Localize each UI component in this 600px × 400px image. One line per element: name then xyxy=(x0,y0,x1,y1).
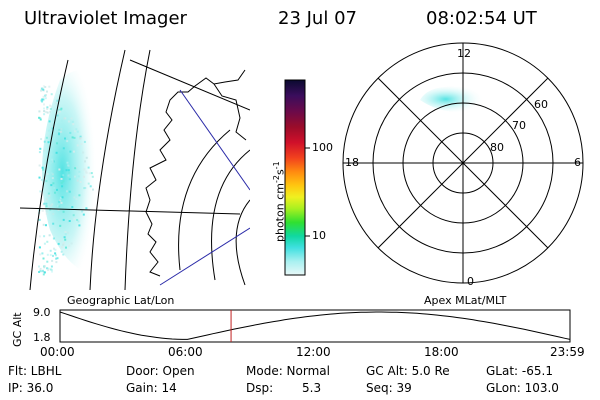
alt-ytick-high: 9.0 xyxy=(33,306,51,319)
colorbar xyxy=(284,79,310,276)
time-label: 08:02:54 UT xyxy=(426,8,537,29)
mlt-label-18: 18 xyxy=(345,156,359,169)
info-dsp-label: Dsp: xyxy=(246,381,274,395)
info-glat: GLat: -65.1 xyxy=(486,364,553,378)
info-gain: Gain: 14 xyxy=(126,381,177,395)
polar-plot xyxy=(342,42,584,284)
info-gc-alt: GC Alt: 5.0 Re xyxy=(366,364,450,378)
aurora-emission-left xyxy=(42,68,100,275)
colorbar-label: photon cm-2s-1 xyxy=(272,161,287,242)
lat-label-70: 70 xyxy=(512,119,526,132)
geographic-map xyxy=(20,49,250,290)
colorbar-tick-10: 10 xyxy=(312,229,326,242)
info-seq: Seq: 39 xyxy=(366,381,412,395)
mlt-label-6: 6 xyxy=(574,156,581,169)
info-dsp-value: 5.3 xyxy=(302,381,322,395)
lat-label-60: 60 xyxy=(534,98,548,111)
alt-xtick-1800: 18:00 xyxy=(424,345,459,359)
app-title: Ultraviolet Imager xyxy=(24,8,187,29)
alt-xtick-0600: 06:00 xyxy=(168,345,203,359)
info-glon: GLon: 103.0 xyxy=(486,381,559,395)
info-mode: Mode: Normal xyxy=(246,364,330,378)
alt-xtick-1200: 12:00 xyxy=(296,345,331,359)
left-panel-label: Geographic Lat/Lon xyxy=(67,294,175,307)
altitude-curve xyxy=(59,311,571,340)
lat-label-80: 80 xyxy=(490,141,504,154)
date-label: 23 Jul 07 xyxy=(278,8,357,29)
info-door: Door: Open xyxy=(126,364,195,378)
alt-xtick-2359: 23:59 xyxy=(550,345,585,359)
info-flt: Flt: LBHL xyxy=(8,364,62,378)
altitude-ylabel: GC Alt xyxy=(11,312,24,347)
colorbar-tick-100: 100 xyxy=(312,141,333,154)
alt-ytick-low: 1.8 xyxy=(33,331,51,344)
altitude-plot xyxy=(59,309,571,343)
right-panel-label: Apex MLat/MLT xyxy=(424,294,507,307)
terminator-line-geo xyxy=(159,227,250,286)
mlt-label-12: 12 xyxy=(457,47,471,60)
aurora-emission-right xyxy=(420,86,485,112)
mlt-label-0: 0 xyxy=(467,275,474,288)
info-ip: IP: 36.0 xyxy=(8,381,54,395)
alt-xtick-0000: 00:00 xyxy=(40,345,75,359)
